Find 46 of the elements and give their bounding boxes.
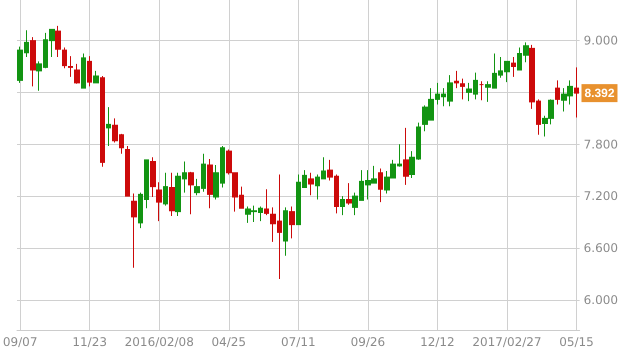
candlestick xyxy=(68,56,73,78)
candlestick xyxy=(156,182,162,222)
y-tick-label: 6.600 xyxy=(584,240,618,255)
x-tick-label: 09/26 xyxy=(350,335,386,349)
candlestick xyxy=(454,70,459,89)
x-tick-label: 04/25 xyxy=(211,335,246,349)
candlestick xyxy=(188,171,194,215)
candlestick xyxy=(125,145,130,197)
x-tick-label: 05/15 xyxy=(559,335,594,349)
candlestick xyxy=(207,158,213,209)
candlestick xyxy=(574,66,579,118)
candlestick xyxy=(289,206,295,239)
candlestick xyxy=(55,25,61,58)
candlestick xyxy=(81,53,86,89)
candlestick xyxy=(403,127,409,186)
candlestick xyxy=(169,172,175,216)
y-tick-label: 7.200 xyxy=(584,189,618,204)
y-tick-label: 6.000 xyxy=(584,292,618,307)
candlestick xyxy=(87,56,92,87)
annotation: 8.392 xyxy=(584,86,615,100)
x-tick-label: 09/07 xyxy=(2,335,38,349)
candlestick xyxy=(308,172,314,196)
x-tick-label: 2016/02/08 xyxy=(124,335,194,349)
candlestick xyxy=(106,106,111,146)
candlestick xyxy=(93,70,99,84)
candlestick xyxy=(100,76,105,168)
y-tick-label: 7.800 xyxy=(584,137,618,152)
candlestick xyxy=(555,80,560,106)
candlestick xyxy=(62,47,67,69)
candlestick xyxy=(479,80,484,101)
candlestick xyxy=(131,193,137,268)
candlestick xyxy=(74,63,80,84)
candlestick xyxy=(511,56,516,78)
x-tick-label: 11/23 xyxy=(72,335,107,349)
candlestick xyxy=(340,196,345,216)
x-tick-label: 07/11 xyxy=(281,335,316,349)
candlestick xyxy=(150,156,156,198)
candlestick xyxy=(378,168,383,203)
candlestick xyxy=(283,206,288,256)
candlestick xyxy=(346,182,352,206)
x-tick-label: 2017/02/27 xyxy=(472,335,542,349)
x-tick-label: 12/12 xyxy=(420,335,455,349)
candlestick xyxy=(163,172,168,206)
candlestick xyxy=(460,78,465,100)
candlestick xyxy=(30,36,36,87)
y-tick-label: 9.000 xyxy=(584,34,618,48)
